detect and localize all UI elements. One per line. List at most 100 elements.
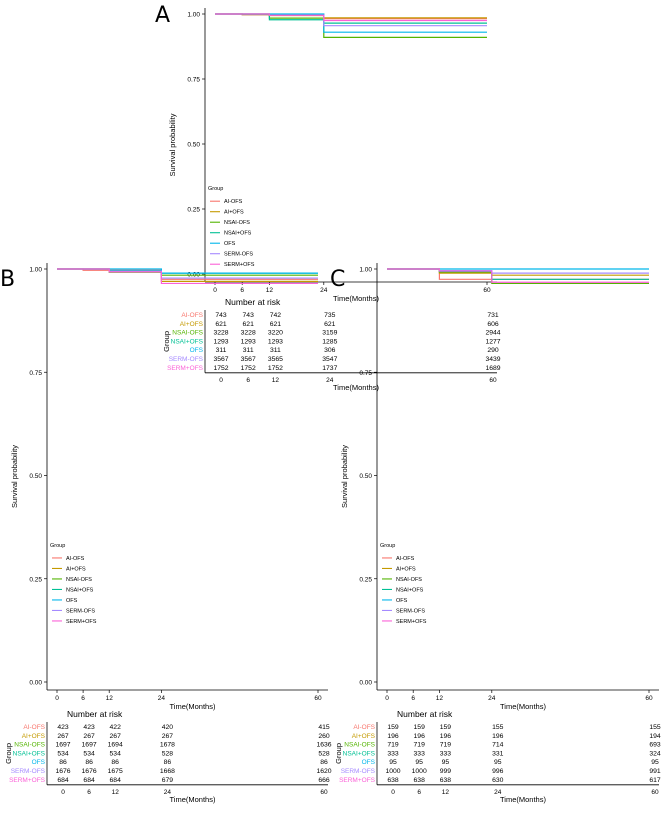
risk-count: 159 xyxy=(440,724,452,731)
km-curve-nsaiplusofs xyxy=(387,268,649,280)
x-tick-label: 12 xyxy=(436,695,444,702)
risk-row-label: NSAI+OFS xyxy=(171,338,204,345)
legend-label: SERM-OFS xyxy=(66,608,95,614)
y-tick-label: 0.75 xyxy=(187,77,200,84)
risk-table-title: Number at risk xyxy=(397,709,453,719)
risk-row-label: AI-OFS xyxy=(23,724,45,731)
risk-table-x-tick: 0 xyxy=(391,789,395,796)
risk-count: 617 xyxy=(649,777,661,784)
legend-label: NSAI-OFS xyxy=(224,220,250,226)
risk-count: 196 xyxy=(414,733,426,740)
legend-label: SERM+OFS xyxy=(66,619,97,625)
risk-count: 1752 xyxy=(241,365,256,372)
risk-count: 3439 xyxy=(485,356,500,363)
risk-count: 311 xyxy=(216,347,227,354)
x-axis-title: Time(Months) xyxy=(170,702,216,711)
risk-table-x-tick: 6 xyxy=(246,377,250,384)
legend-label: SERM+OFS xyxy=(224,262,255,268)
x-tick-label: 6 xyxy=(411,695,415,702)
risk-count: 267 xyxy=(162,733,174,740)
risk-count: 1676 xyxy=(55,768,70,775)
legend-title: Group xyxy=(380,543,395,549)
risk-count: 260 xyxy=(318,733,330,740)
risk-count: 534 xyxy=(83,750,95,757)
risk-count: 666 xyxy=(318,777,330,784)
risk-count: 1293 xyxy=(241,338,256,345)
risk-count: 3567 xyxy=(241,356,256,363)
risk-count: 693 xyxy=(649,742,661,749)
legend-label: SERM-OFS xyxy=(224,252,253,258)
risk-count: 743 xyxy=(243,312,255,319)
risk-count: 331 xyxy=(492,750,504,757)
risk-count: 1668 xyxy=(160,768,175,775)
risk-count: 742 xyxy=(270,312,282,319)
risk-count: 159 xyxy=(387,724,399,731)
legend-label: AI+OFS xyxy=(396,566,416,572)
risk-count: 534 xyxy=(110,750,122,757)
risk-table-x-tick: 12 xyxy=(112,789,120,796)
x-tick-label: 12 xyxy=(106,695,114,702)
risk-row-label: AI+OFS xyxy=(352,733,376,740)
risk-count: 1636 xyxy=(316,742,331,749)
risk-count: 1752 xyxy=(268,365,283,372)
risk-count: 528 xyxy=(318,750,330,757)
risk-count: 3159 xyxy=(322,330,337,337)
x-tick-label: 6 xyxy=(240,287,244,294)
risk-count: 95 xyxy=(415,759,423,766)
panel-label: C xyxy=(330,267,345,292)
risk-count: 86 xyxy=(85,759,93,766)
risk-table-x-tick: 0 xyxy=(61,789,65,796)
risk-count: 155 xyxy=(649,724,661,731)
legend-label: AI-OFS xyxy=(66,556,85,562)
risk-row-label: AI-OFS xyxy=(353,724,375,731)
risk-count: 1293 xyxy=(268,338,283,345)
risk-count: 996 xyxy=(492,768,504,775)
risk-count: 415 xyxy=(318,724,330,731)
risk-count: 714 xyxy=(492,742,504,749)
risk-count: 1678 xyxy=(160,742,175,749)
risk-count: 324 xyxy=(649,750,661,757)
risk-table-x-tick: 12 xyxy=(442,789,450,796)
y-tick-label: 0.00 xyxy=(29,680,42,687)
y-tick-label: 1.00 xyxy=(187,12,200,19)
risk-count: 3220 xyxy=(268,330,283,337)
risk-count: 1000 xyxy=(412,768,427,775)
y-tick-label: 0.00 xyxy=(359,680,372,687)
risk-table-title: Number at risk xyxy=(225,297,281,307)
risk-count: 1293 xyxy=(213,338,228,345)
risk-row-label: NSAI-OFS xyxy=(14,742,45,749)
risk-count: 333 xyxy=(440,750,452,757)
risk-count: 684 xyxy=(57,777,69,784)
risk-count: 719 xyxy=(440,742,452,749)
risk-count: 1676 xyxy=(82,768,97,775)
risk-count: 159 xyxy=(414,724,426,731)
km-curve-sermplusofs xyxy=(387,268,649,283)
risk-row-label: NSAI+OFS xyxy=(343,750,376,757)
risk-row-label: NSAI-OFS xyxy=(344,742,375,749)
legend-label: NSAI-OFS xyxy=(396,577,422,583)
risk-count: 991 xyxy=(649,768,661,775)
risk-table-x-tick: 60 xyxy=(489,377,497,384)
risk-table-title: Number at risk xyxy=(67,709,123,719)
risk-count: 621 xyxy=(324,321,336,328)
risk-count: 743 xyxy=(215,312,227,319)
risk-row-label: SERM+OFS xyxy=(167,365,204,372)
risk-row-label: OFS xyxy=(32,759,46,766)
y-tick-label: 1.00 xyxy=(29,267,42,274)
risk-count: 3228 xyxy=(241,330,256,337)
risk-count: 630 xyxy=(492,777,504,784)
risk-count: 1694 xyxy=(108,742,123,749)
risk-count: 95 xyxy=(494,759,502,766)
x-tick-label: 0 xyxy=(213,287,217,294)
km-curve-aiminusofs xyxy=(387,268,649,280)
risk-count: 638 xyxy=(440,777,452,784)
x-tick-label: 60 xyxy=(314,695,322,702)
risk-count: 194 xyxy=(649,733,661,740)
risk-row-label: OFS xyxy=(190,347,204,354)
risk-count: 333 xyxy=(414,750,426,757)
risk-count: 1620 xyxy=(316,768,331,775)
km-curve-aiplusofs xyxy=(387,268,649,276)
risk-count: 1000 xyxy=(385,768,400,775)
